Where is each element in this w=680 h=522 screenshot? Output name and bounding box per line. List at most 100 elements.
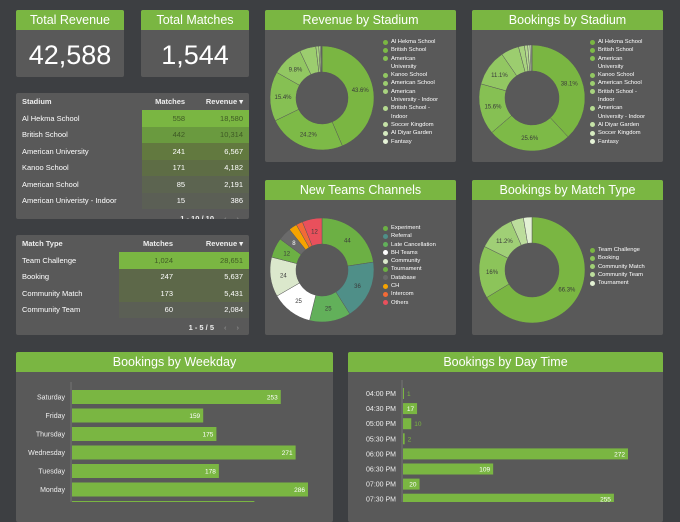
column-header[interactable]: Matches (119, 235, 179, 252)
bar[interactable] (403, 433, 405, 444)
next-page-button[interactable]: › (237, 214, 240, 219)
bar[interactable] (403, 418, 411, 429)
legend-item[interactable]: Al Hekma School (383, 38, 441, 46)
legend-item[interactable]: British School (590, 46, 648, 54)
slice-label: 43.6% (352, 88, 370, 94)
bar[interactable] (72, 390, 281, 404)
table-cell: 1,024 (119, 252, 179, 269)
bar[interactable] (403, 388, 404, 399)
legend-label: Fantasy (598, 138, 619, 146)
legend-item[interactable]: Tournament (383, 265, 436, 273)
legend-item[interactable]: British School - Indoor (383, 104, 441, 121)
chart-title: Bookings by Match Type (472, 180, 663, 200)
legend-item[interactable]: American University - Indoor (383, 88, 441, 105)
legend-label: American School (391, 79, 435, 87)
bar[interactable] (72, 427, 216, 441)
legend-item[interactable]: Experiment (383, 224, 436, 232)
category-label: 06:30 PM (366, 467, 396, 474)
legend-dot-icon (383, 106, 388, 111)
chart-title: Bookings by Stadium (472, 10, 663, 30)
card-title: Total Matches (141, 10, 249, 30)
legend-dot-icon (590, 248, 595, 253)
legend-item[interactable]: Soccer Kingdom (590, 129, 648, 137)
donut-slice[interactable] (531, 45, 532, 71)
legend-item[interactable]: CH (383, 282, 436, 290)
legend-item[interactable]: Community Match (590, 263, 645, 271)
donut-slice[interactable] (532, 45, 585, 137)
legend-dot-icon (590, 256, 595, 261)
legend-dot-icon (383, 122, 388, 127)
bar[interactable] (72, 501, 254, 502)
legend-item[interactable]: Fantasy (383, 138, 441, 146)
column-header[interactable]: Match Type (16, 235, 119, 252)
column-header[interactable]: Revenue ▾ (179, 235, 249, 252)
legend-label: Soccer Kingdom (391, 121, 434, 129)
slice-label: 12 (311, 230, 318, 236)
column-header[interactable]: Revenue ▾ (191, 93, 249, 110)
legend-item[interactable]: BH Teams (383, 249, 436, 257)
table-cell: Community Match (16, 285, 119, 302)
total-matches-value: 1,544 (141, 40, 249, 71)
legend-item[interactable]: American University (590, 55, 648, 72)
legend-item[interactable]: Booking (590, 254, 645, 262)
legend-item[interactable]: Community Team (590, 271, 645, 279)
table-cell: 247 (119, 269, 179, 286)
legend-item[interactable]: Team Challenge (590, 246, 645, 254)
legend-item[interactable]: Al Hekma School (590, 38, 648, 46)
bar[interactable] (72, 483, 308, 497)
column-header[interactable]: Stadium (16, 93, 142, 110)
legend-item[interactable]: Tournament (590, 279, 645, 287)
legend-item[interactable]: Soccer Kingdom (383, 121, 441, 129)
legend-item[interactable]: Kanoo School (590, 71, 648, 79)
legend-item[interactable]: British School (383, 46, 441, 54)
category-label: Saturday (37, 395, 66, 402)
legend-item[interactable]: American School (383, 79, 441, 87)
legend-item[interactable]: Late Cancellation (383, 241, 436, 249)
legend-dot-icon (590, 56, 595, 61)
legend-dot-icon (383, 131, 388, 136)
bar[interactable] (72, 409, 203, 423)
table-cell: 4,182 (191, 160, 249, 177)
table-cell: 386 (191, 193, 249, 210)
legend-item[interactable]: Database (383, 274, 436, 282)
bar[interactable] (72, 464, 219, 478)
bar[interactable] (403, 448, 628, 459)
legend-item[interactable]: American School (590, 79, 648, 87)
legend-item[interactable]: American University - Indoor (590, 104, 648, 121)
legend-item[interactable]: Community (383, 257, 436, 265)
prev-page-button[interactable]: ‹ (224, 323, 227, 332)
bar-value-label: 2 (408, 436, 412, 443)
chart-title: Revenue by Stadium (265, 10, 456, 30)
prev-page-button[interactable]: ‹ (224, 214, 227, 219)
legend-item[interactable]: Others (383, 299, 436, 307)
pagination: 1 - 10 / 10‹› (16, 209, 249, 219)
legend-item[interactable]: Kanoo School (383, 71, 441, 79)
column-header[interactable]: Matches (142, 93, 192, 110)
bar[interactable] (403, 494, 614, 502)
legend-item[interactable]: Al Diyar Garden (590, 121, 648, 129)
page-range: 1 - 5 / 5 (189, 323, 214, 332)
legend-item[interactable]: Intercom (383, 290, 436, 298)
legend-item[interactable]: Al Diyar Garden (383, 129, 441, 137)
legend-item[interactable]: American University (383, 55, 441, 72)
legend-item[interactable]: Fantasy (590, 138, 648, 146)
legend-item[interactable]: British School - Indoor (590, 88, 648, 105)
bar-value-label: 286 (294, 487, 305, 494)
legend-label: Community Match (598, 263, 645, 271)
next-page-button[interactable]: › (237, 323, 240, 332)
legend-item[interactable]: Referral (383, 232, 436, 240)
table-cell: 10,314 (191, 127, 249, 144)
bar[interactable] (72, 446, 296, 460)
